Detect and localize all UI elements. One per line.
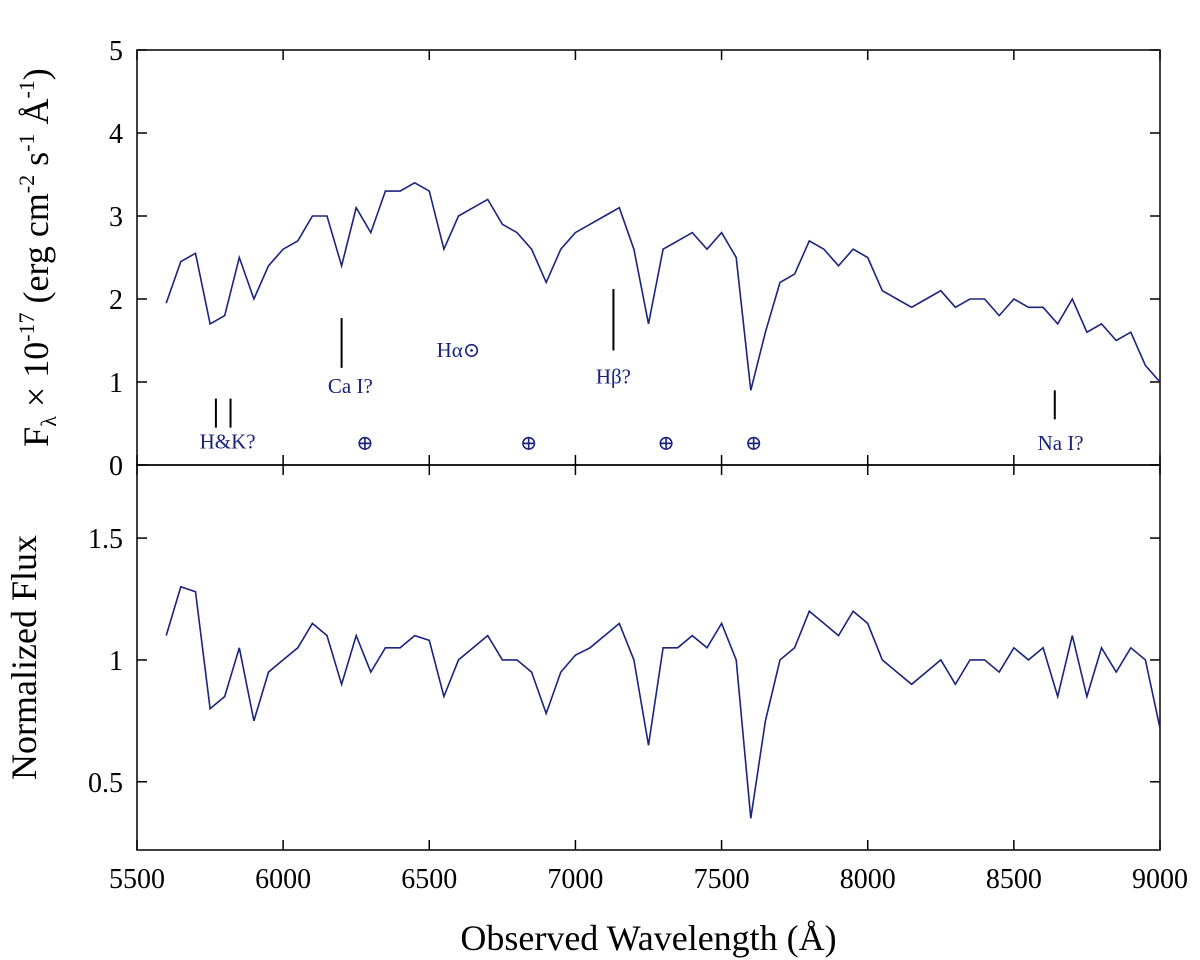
x-tick-label: 8000 bbox=[840, 864, 896, 895]
y-axis-label-part: (erg cm bbox=[16, 193, 56, 312]
y-tick-label: 1 bbox=[109, 646, 123, 677]
x-tick-label: 6500 bbox=[401, 864, 457, 895]
y-tick-label: 1.5 bbox=[88, 524, 123, 555]
y-axis-label-part: -17 bbox=[14, 312, 39, 341]
y-axis-label-part: Normalized Flux bbox=[4, 535, 44, 780]
y-tick-label: 1 bbox=[109, 368, 123, 399]
y-axis-label-part: ) bbox=[16, 68, 56, 80]
annotation: Hα⊙ bbox=[437, 338, 481, 362]
y-tick-label: 3 bbox=[109, 202, 123, 233]
y-axis-label-part: λ bbox=[36, 416, 61, 427]
spectrum-line bbox=[165, 181, 1161, 391]
y-axis-label-part: × 10 bbox=[16, 342, 56, 416]
x-tick-label: 6000 bbox=[255, 864, 311, 895]
annotation: H&K? bbox=[200, 429, 256, 453]
annotation: Na I? bbox=[1038, 431, 1084, 455]
y-axis-label-part: F bbox=[16, 427, 56, 447]
y-axis-label-part: Å bbox=[16, 99, 56, 134]
plot-frame bbox=[136, 464, 1161, 851]
x-tick-label: 5500 bbox=[109, 864, 165, 895]
annotation: ⊕ bbox=[657, 431, 675, 455]
y-tick-label: 5 bbox=[109, 36, 123, 67]
y-axis-label: Normalized Flux bbox=[4, 535, 44, 780]
x-tick-label: 7000 bbox=[547, 864, 603, 895]
annotation: Ca I? bbox=[328, 374, 373, 398]
annotation: ⊕ bbox=[745, 431, 763, 455]
y-tick-label: 2 bbox=[109, 285, 123, 316]
y-axis-label: Fλ​ × 10-17​ (erg cm-2​ s-1​ Å-1​) bbox=[14, 68, 61, 447]
y-axis-label-part: -2 bbox=[14, 175, 39, 193]
x-axis-label: Observed Wavelength (Å) bbox=[460, 918, 836, 958]
y-axis-label-part: -1 bbox=[14, 134, 39, 152]
y-tick-label: 4 bbox=[109, 119, 123, 150]
annotation: ⊕ bbox=[520, 431, 538, 455]
plot-frame bbox=[136, 49, 1161, 466]
annotation: ⊕ bbox=[356, 431, 374, 455]
spectrum-line bbox=[165, 585, 1161, 819]
x-tick-label: 8500 bbox=[986, 864, 1042, 895]
y-axis-label-part: -1 bbox=[14, 80, 39, 98]
y-tick-label: 0 bbox=[109, 451, 123, 482]
annotation: Hβ? bbox=[596, 365, 631, 389]
y-tick-label: 0.5 bbox=[88, 768, 123, 799]
x-tick-label: 7500 bbox=[694, 864, 750, 895]
x-tick-label: 9000 bbox=[1132, 864, 1188, 895]
y-axis-label-part: s bbox=[16, 152, 56, 175]
